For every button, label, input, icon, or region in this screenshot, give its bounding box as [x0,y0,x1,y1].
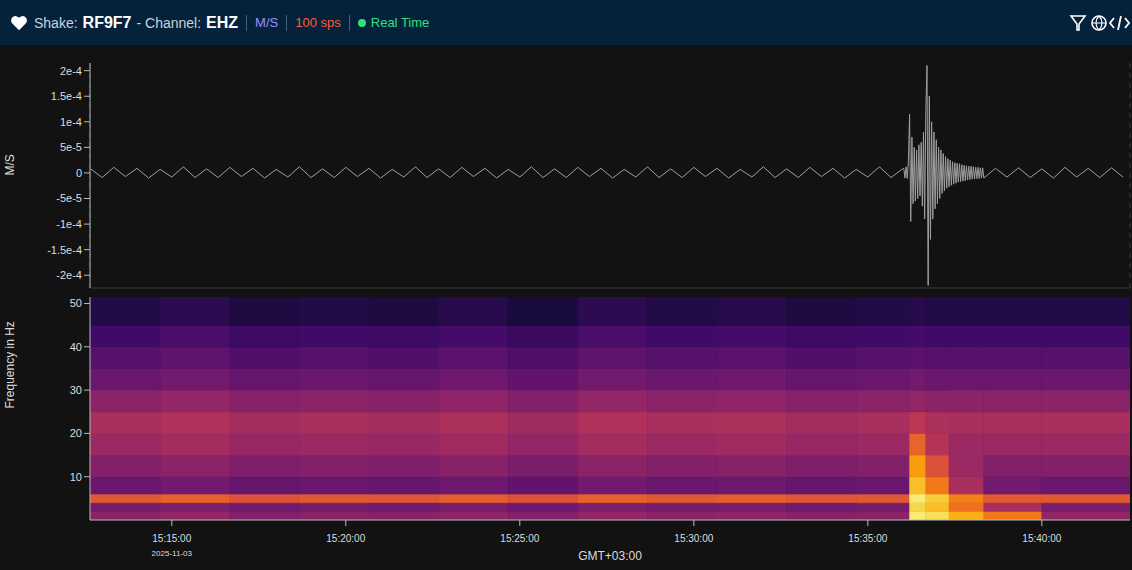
svg-text:Frequency in Hz: Frequency in Hz [3,321,17,408]
svg-text:-1.5e-4: -1.5e-4 [47,244,82,256]
html-text:Shake: RF9F7 - Channel: EHZ: Shake: RF9F7 - Channel: EHZ [34,13,239,31]
html-text:Real Time: Real Time [370,15,430,30]
html-text:100 sps: 100 sps [295,15,341,30]
svg-text:20: 20 [70,427,82,439]
svg-text:-2e-4: -2e-4 [56,269,82,281]
svg-text:15:15:00: 15:15:00 [152,533,191,544]
svg-text:15:35:00: 15:35:00 [848,533,887,544]
svg-text:15:25:00: 15:25:00 [500,533,539,544]
svg-text:50: 50 [70,297,82,309]
svg-text:1.5e-4: 1.5e-4 [51,90,82,102]
svg-text:10: 10 [70,471,82,483]
svg-text:30: 30 [70,384,82,396]
svg-text:2e-4: 2e-4 [60,65,82,77]
svg-text:15:20:00: 15:20:00 [326,533,365,544]
svg-text:-1e-4: -1e-4 [56,218,82,230]
html-text:M/S: M/S [255,15,279,30]
svg-text:-5e-5: -5e-5 [56,192,82,204]
svg-text:15:30:00: 15:30:00 [674,533,713,544]
svg-text:GMT+03:00: GMT+03:00 [578,549,642,563]
svg-text:2025-11-03: 2025-11-03 [152,549,193,558]
svg-text:1e-4: 1e-4 [60,116,82,128]
svg-text:0: 0 [76,167,82,179]
svg-text:15:40:00: 15:40:00 [1022,533,1061,544]
svg-text:M/S: M/S [3,154,17,175]
svg-text:40: 40 [70,341,82,353]
svg-text:5e-5: 5e-5 [60,141,82,153]
